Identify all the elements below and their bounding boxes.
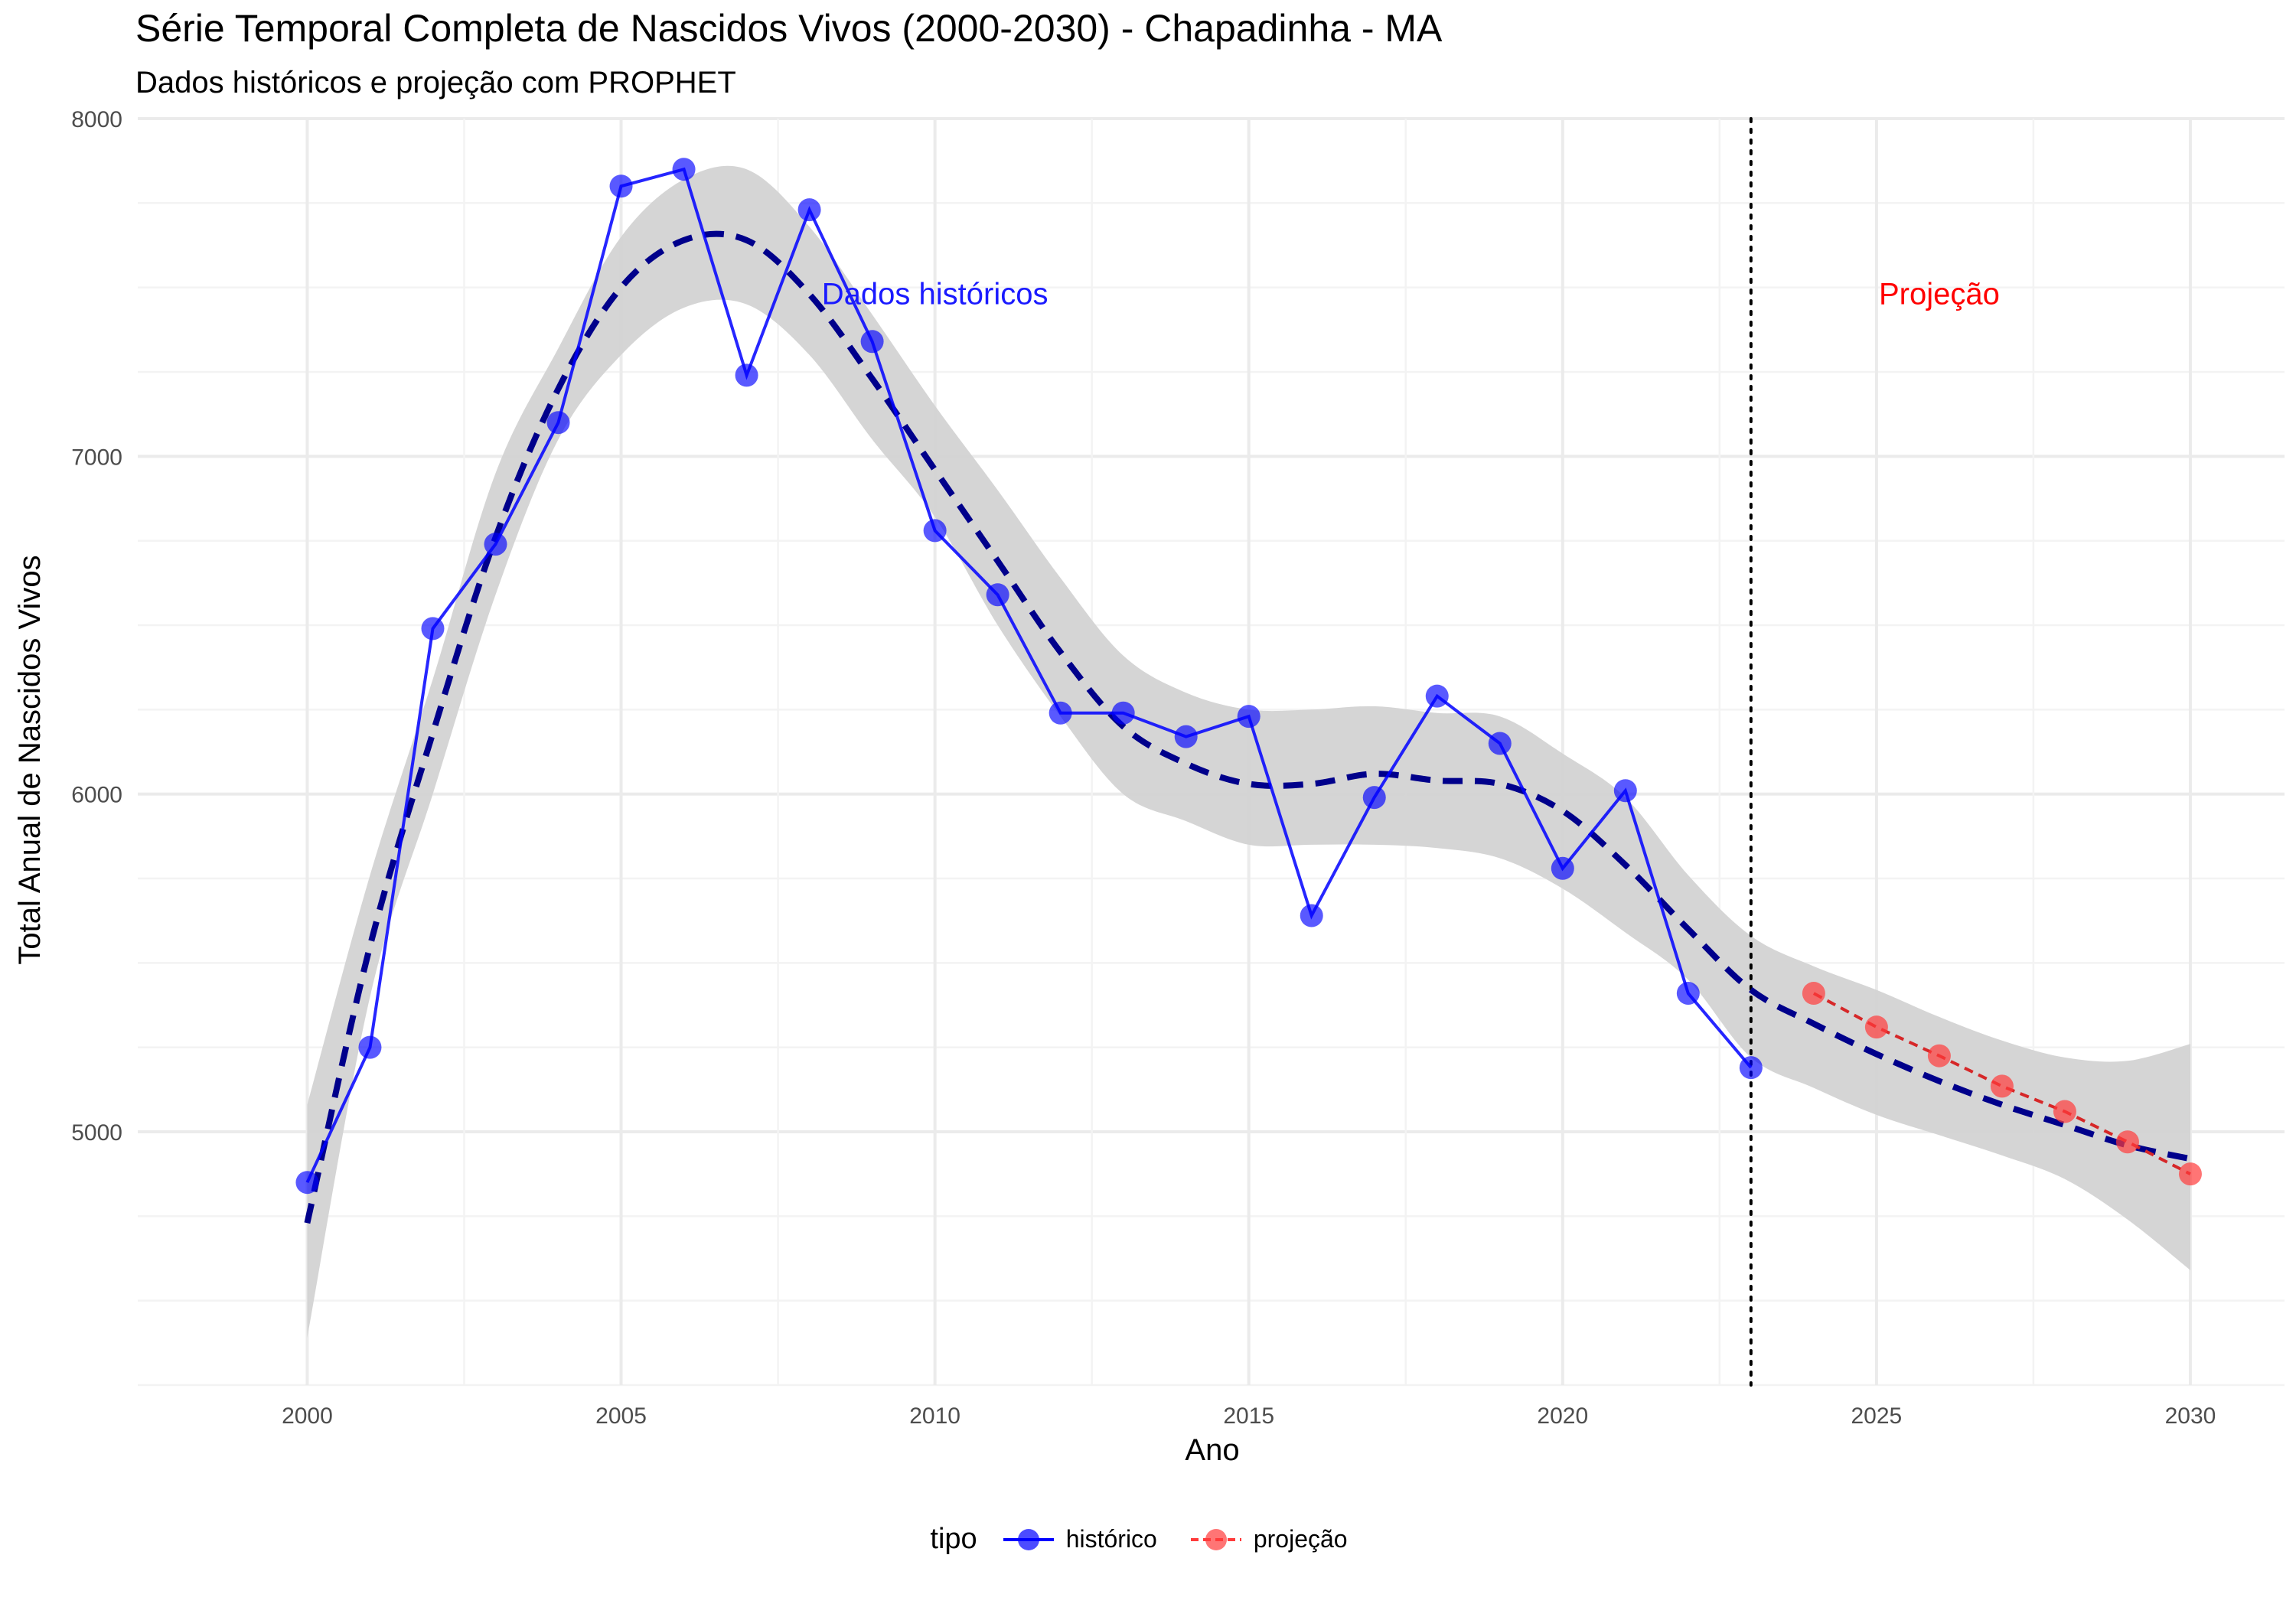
- trend-line: [304, 230, 2191, 1224]
- chart-subtitle: Dados históricos e projeção com PROPHET: [135, 66, 736, 99]
- y-axis-label: Total Anual de Nascidos Vivos: [13, 555, 47, 964]
- chart-title: Série Temporal Completa de Nascidos Vivo…: [135, 7, 1443, 50]
- data-point-historico: [672, 158, 696, 181]
- legend-key-historico: [1003, 1528, 1054, 1550]
- data-point-projecao: [1802, 982, 1825, 1006]
- data-point-historico: [1739, 1056, 1763, 1080]
- data-point-historico: [484, 533, 507, 556]
- data-point-historico: [1676, 982, 1700, 1006]
- x-tick-label: 2025: [1851, 1403, 1903, 1429]
- data-point-projecao: [1864, 1015, 1888, 1039]
- data-point-projecao: [2178, 1162, 2202, 1186]
- data-point-historico: [923, 519, 947, 543]
- data-point-historico: [797, 198, 821, 222]
- y-tick-label: 8000: [71, 107, 122, 132]
- series-line-historico: [305, 167, 1753, 1184]
- data-point-historico: [735, 363, 758, 387]
- legend-label-projecao: projeção: [1253, 1525, 1348, 1553]
- confidence-band: [307, 165, 2191, 1338]
- data-point-historico: [295, 1171, 319, 1195]
- y-tick-label: 7000: [71, 445, 122, 470]
- data-point-projecao: [2053, 1100, 2076, 1123]
- data-point-historico: [609, 174, 633, 198]
- data-point-historico: [546, 411, 570, 435]
- legend: tipo histórico projeção: [0, 1523, 2296, 1556]
- y-tick-label: 6000: [71, 783, 122, 808]
- legend-key-projecao: [1190, 1528, 1241, 1550]
- data-point-historico: [1174, 725, 1198, 748]
- data-point-historico: [421, 617, 445, 641]
- x-tick-label: 2010: [909, 1403, 960, 1429]
- x-tick-label: 2030: [2165, 1403, 2216, 1429]
- data-point-projecao: [1927, 1044, 1951, 1068]
- x-tick-label: 2020: [1537, 1403, 1588, 1429]
- data-point-projecao: [1990, 1074, 2014, 1098]
- x-axis-label: Ano: [1185, 1433, 1239, 1467]
- y-tick-label: 5000: [71, 1120, 122, 1146]
- data-point-historico: [986, 583, 1009, 607]
- x-tick-label: 2015: [1223, 1403, 1274, 1429]
- data-point-historico: [1613, 779, 1637, 803]
- x-tick-label: 2000: [282, 1403, 333, 1429]
- data-point-historico: [1300, 904, 1323, 927]
- data-point-historico: [1425, 684, 1449, 708]
- data-point-projecao: [2115, 1130, 2139, 1154]
- x-tick-label: 2005: [595, 1403, 647, 1429]
- annotation-label: Dados históricos: [822, 278, 1049, 311]
- data-point-historico: [358, 1035, 382, 1059]
- legend-title: tipo: [930, 1523, 977, 1555]
- data-point-historico: [860, 330, 884, 354]
- legend-label-historico: histórico: [1065, 1525, 1157, 1553]
- data-point-historico: [1049, 701, 1072, 725]
- data-point-historico: [1362, 786, 1386, 810]
- data-point-historico: [1237, 705, 1261, 729]
- legend-item-historico: histórico: [1002, 1524, 1157, 1555]
- annotation-label: Projeção: [1879, 278, 2000, 311]
- legend-item-projecao: projeção: [1189, 1524, 1348, 1555]
- data-point-historico: [1111, 701, 1135, 725]
- data-point-historico: [1551, 856, 1574, 880]
- data-point-historico: [1488, 732, 1512, 755]
